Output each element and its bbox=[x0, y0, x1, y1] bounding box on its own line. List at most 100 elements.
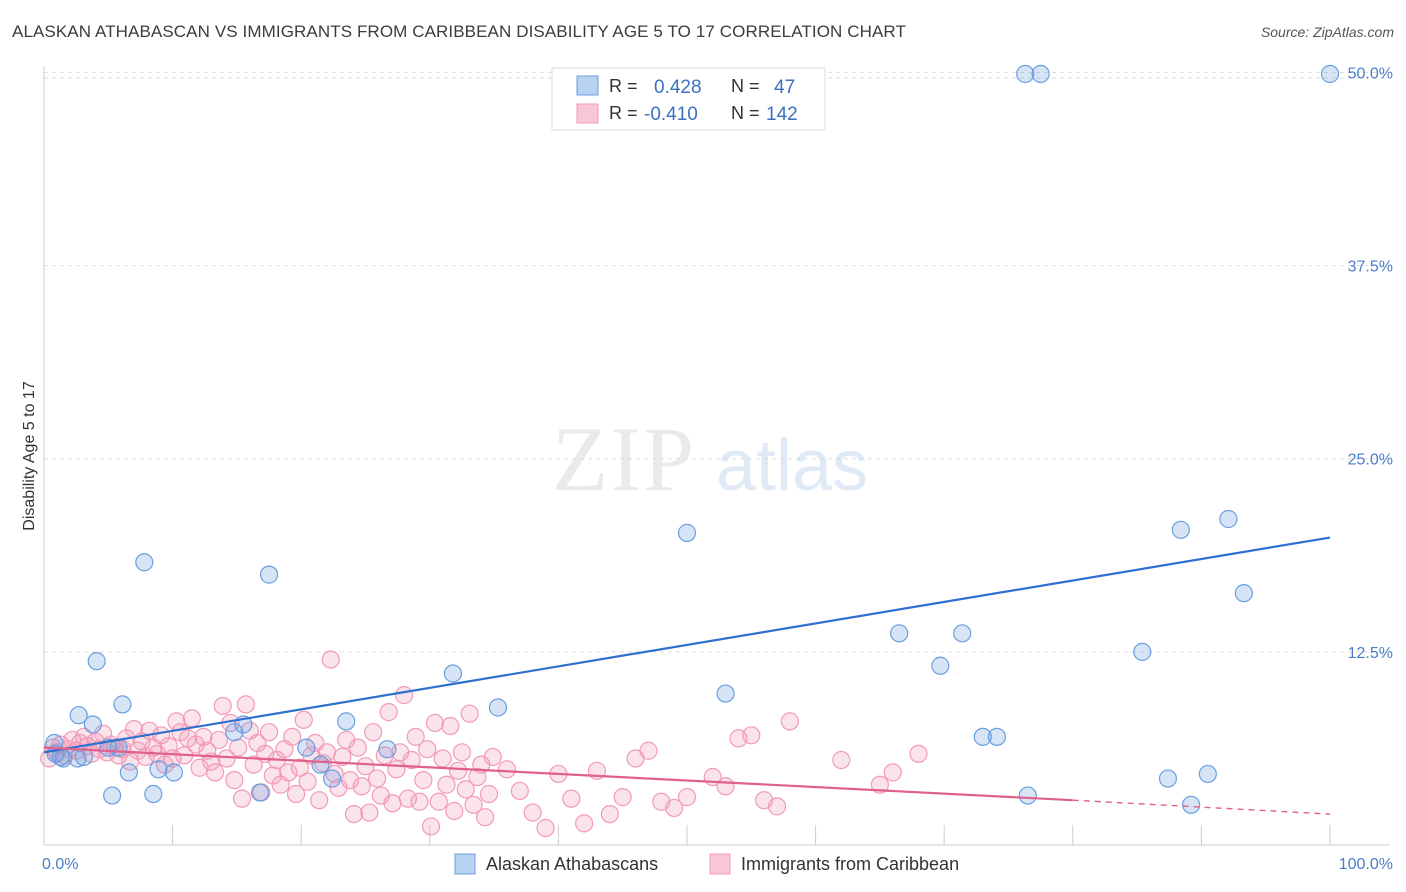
blue-point bbox=[1031, 64, 1050, 84]
pink-point bbox=[321, 650, 340, 669]
pink-point bbox=[286, 784, 306, 804]
pink-point bbox=[410, 792, 429, 811]
blue-point bbox=[1234, 584, 1253, 603]
blue-point bbox=[83, 715, 102, 734]
blue-point bbox=[87, 652, 106, 671]
pink-point bbox=[205, 763, 225, 782]
blue-point bbox=[297, 738, 316, 757]
pink-point bbox=[448, 761, 468, 780]
pink-point bbox=[283, 727, 302, 746]
legend-swatch-pink bbox=[576, 103, 599, 124]
pink-point bbox=[418, 740, 437, 759]
pink-point bbox=[421, 817, 441, 836]
blue-point bbox=[443, 664, 463, 683]
legend-r-label-1: R = bbox=[609, 76, 638, 96]
blue-point bbox=[1171, 520, 1190, 539]
blue-point bbox=[322, 769, 342, 788]
legend-n-value-2: 142 bbox=[766, 104, 798, 125]
blue-point bbox=[1219, 509, 1238, 529]
pink-point bbox=[425, 713, 445, 733]
pink-point bbox=[575, 814, 594, 833]
y-tick-label: 50.0% bbox=[1348, 65, 1393, 82]
legend-r-value-2: -0.410 bbox=[644, 104, 698, 125]
blue-point bbox=[1018, 786, 1037, 805]
pink-point bbox=[523, 803, 542, 822]
pink-point bbox=[742, 726, 761, 745]
pink-point bbox=[600, 804, 619, 824]
trend-lines bbox=[43, 536, 1331, 815]
blue-point bbox=[144, 784, 163, 804]
pink-point bbox=[290, 758, 310, 777]
pink-point bbox=[883, 763, 902, 782]
pink-point bbox=[780, 712, 799, 731]
bottom-legend-label-2: Immigrants from Caribbean bbox=[741, 854, 959, 874]
pink-trend-line-dashed bbox=[1072, 799, 1331, 815]
pink-point bbox=[479, 784, 499, 804]
pink-point bbox=[225, 771, 244, 790]
pink-point bbox=[209, 730, 228, 750]
blue-point bbox=[987, 727, 1007, 746]
blue-point bbox=[337, 712, 356, 731]
pink-point bbox=[352, 777, 371, 796]
pink-point bbox=[333, 747, 352, 767]
pink-point bbox=[452, 743, 472, 762]
pink-point bbox=[536, 818, 555, 838]
pink-point bbox=[348, 738, 367, 757]
pink-point bbox=[182, 709, 201, 728]
blue-point bbox=[250, 783, 270, 802]
pink-point bbox=[456, 780, 475, 799]
pink-point bbox=[294, 710, 313, 729]
legend-r-value-1: 0.428 bbox=[654, 77, 702, 98]
pink-point bbox=[367, 769, 387, 788]
blue-point bbox=[890, 624, 909, 643]
blue-point bbox=[1320, 64, 1340, 84]
pink-point bbox=[344, 804, 364, 824]
pink-point bbox=[213, 696, 232, 716]
legend-n-label-2: N = bbox=[731, 103, 760, 123]
blue-point bbox=[931, 656, 950, 675]
bottom-legend-label-1: Alaskan Athabascans bbox=[486, 854, 658, 874]
blue-point bbox=[973, 727, 992, 746]
pink-point bbox=[437, 775, 456, 794]
pink-point bbox=[402, 750, 421, 770]
blue-point bbox=[716, 684, 735, 703]
y-tick-label: 25.0% bbox=[1348, 452, 1393, 469]
chart-title: ALASKAN ATHABASCAN VS IMMIGRANTS FROM CA… bbox=[12, 22, 906, 41]
pink-point bbox=[460, 704, 479, 723]
pink-point bbox=[406, 727, 425, 746]
blue-point bbox=[378, 740, 397, 759]
pink-point bbox=[387, 760, 406, 779]
pink-point bbox=[497, 760, 517, 779]
blue-point bbox=[149, 760, 168, 779]
pink-point bbox=[236, 695, 256, 714]
blue-point bbox=[259, 565, 279, 584]
pink-point bbox=[379, 703, 398, 722]
pink-point bbox=[310, 791, 329, 810]
blue-point bbox=[488, 698, 508, 717]
blue-point bbox=[103, 786, 122, 805]
pink-point bbox=[909, 744, 928, 763]
watermark-zip: ZIP bbox=[552, 408, 696, 510]
blue-point bbox=[1016, 64, 1035, 84]
x-tick-label-min: 0.0% bbox=[42, 856, 78, 873]
y-tick-label: 12.5% bbox=[1348, 645, 1393, 662]
blue-point bbox=[311, 755, 330, 774]
pink-point bbox=[562, 789, 581, 808]
pink-point bbox=[665, 798, 684, 818]
pink-point bbox=[232, 789, 252, 808]
pink-point bbox=[716, 777, 735, 796]
blue-point bbox=[1133, 642, 1152, 661]
pink-point bbox=[677, 788, 697, 807]
x-tick-labels: 0.0% 100.0% bbox=[42, 856, 1393, 873]
alaskan-athabascans-points bbox=[45, 64, 1340, 814]
pink-point bbox=[279, 763, 298, 782]
pink-point bbox=[429, 792, 448, 811]
watermark-atlas: atlas bbox=[716, 426, 868, 506]
x-ticks bbox=[43, 825, 1331, 845]
pink-point bbox=[870, 775, 890, 794]
pink-point bbox=[767, 797, 787, 816]
legend-r-label-2: R = bbox=[609, 103, 638, 123]
blue-point bbox=[113, 695, 132, 714]
pink-point bbox=[832, 750, 851, 770]
bottom-legend-swatch-pink bbox=[709, 853, 731, 875]
